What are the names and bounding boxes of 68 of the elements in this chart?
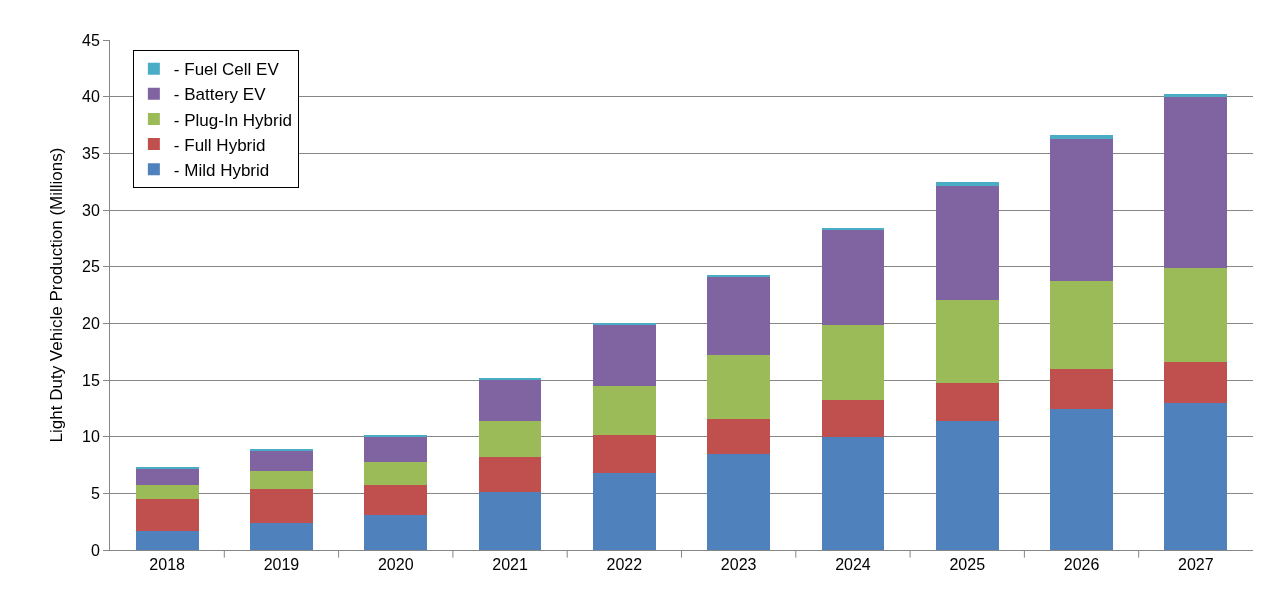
y-tick-label: 5 [90, 484, 100, 502]
bar [1164, 362, 1228, 403]
bar [821, 400, 885, 437]
bar [1050, 280, 1113, 370]
bar [364, 484, 428, 515]
bar [821, 436, 885, 550]
bar [135, 531, 199, 550]
bar [1050, 408, 1113, 550]
bar [135, 499, 199, 532]
bar [592, 324, 656, 386]
bar [935, 186, 999, 301]
y-tick-label: 15 [82, 371, 100, 389]
legend-label: - Fuel Cell EV [173, 60, 280, 80]
y-tick-label: 30 [82, 201, 100, 219]
bar [478, 457, 542, 493]
x-tick-label: 2021 [492, 556, 528, 574]
x-tick-label: 2027 [1178, 556, 1214, 574]
bar [592, 434, 656, 473]
bar [250, 450, 313, 471]
bar [1164, 268, 1228, 363]
y-tick-label: 35 [82, 144, 100, 162]
legend-label: - Plug-In Hybrid [173, 110, 292, 130]
bar [1050, 135, 1113, 140]
bar [1164, 402, 1228, 550]
bar [707, 453, 771, 550]
legend-label: - Mild Hybrid [173, 160, 270, 180]
bar [364, 514, 428, 550]
bar [364, 461, 428, 485]
bar [707, 276, 771, 355]
bar [135, 468, 199, 485]
x-tick-label: 2019 [263, 556, 300, 574]
bar [250, 470, 313, 489]
y-tick-label: 40 [82, 88, 100, 106]
y-tick-label: 25 [82, 258, 100, 276]
bar [250, 523, 313, 550]
bar [364, 436, 428, 462]
x-tick-label: 2026 [1063, 556, 1100, 574]
bar [1164, 97, 1228, 269]
bar [935, 300, 999, 384]
x-tick-label: 2023 [720, 556, 757, 574]
y-tick-label: 20 [82, 314, 100, 332]
bar [935, 182, 999, 187]
x-tick-label: 2025 [949, 556, 986, 574]
legend-label: - Full Hybrid [173, 135, 266, 155]
y-axis-title: Light Duty Vehicle Production (Millions) [46, 147, 66, 443]
y-tick-label: 10 [82, 428, 100, 446]
legend-label: - Battery EV [173, 85, 267, 105]
bar [592, 385, 656, 435]
bar [935, 383, 999, 421]
bar [707, 354, 771, 419]
bar [478, 380, 542, 421]
y-tick-label: 45 [82, 31, 100, 49]
y-tick-label: 0 [90, 541, 100, 559]
bar [478, 420, 542, 458]
bar [478, 492, 542, 550]
bar [935, 420, 999, 550]
bar [1050, 369, 1113, 409]
x-tick-label: 2024 [835, 556, 871, 574]
x-tick-label: 2020 [377, 556, 414, 574]
bar [1050, 139, 1113, 281]
bar [250, 488, 313, 524]
bar [821, 325, 885, 401]
bar [821, 230, 885, 326]
bar [707, 418, 771, 454]
x-tick-label: 2018 [149, 556, 186, 574]
bar [592, 472, 656, 550]
x-tick-label: 2022 [606, 556, 643, 574]
bar [135, 484, 199, 499]
